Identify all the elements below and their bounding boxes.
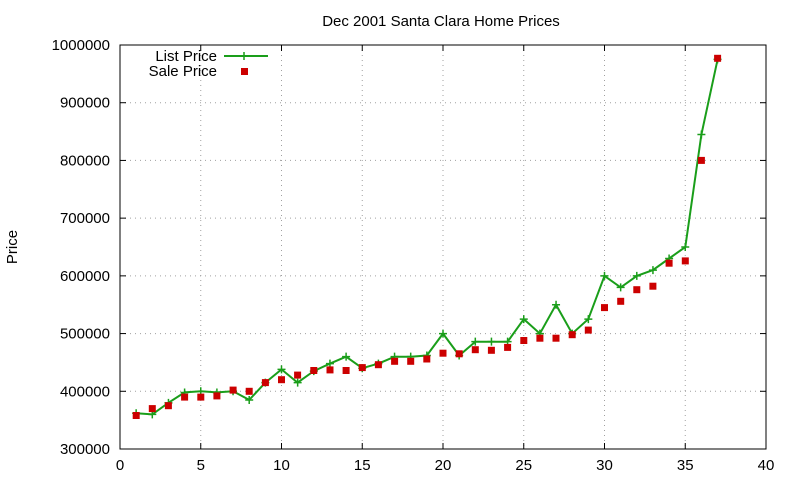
x-tick-label: 5 bbox=[197, 457, 205, 474]
y-tick-label: 900000 bbox=[60, 95, 110, 112]
list-price-point bbox=[519, 315, 528, 324]
list-price-point bbox=[600, 271, 609, 280]
sale-price-point bbox=[633, 286, 641, 294]
x-tick-label: 35 bbox=[677, 457, 694, 474]
sale-price-point bbox=[552, 334, 560, 342]
list-price-point bbox=[697, 130, 706, 139]
legend-label-sale-price: Sale Price bbox=[149, 63, 217, 80]
y-tick-label: 400000 bbox=[60, 383, 110, 400]
sale-price-point bbox=[407, 357, 415, 365]
y-axis-label: Price bbox=[4, 230, 21, 264]
x-tick-label: 25 bbox=[515, 457, 532, 474]
sale-price-point bbox=[681, 257, 689, 265]
y-tick-label: 500000 bbox=[60, 326, 110, 343]
sale-price-point bbox=[520, 337, 528, 344]
sale-price-point bbox=[148, 405, 156, 413]
y-tick-label: 700000 bbox=[60, 210, 110, 227]
sale-price-point bbox=[697, 156, 705, 164]
y-tick-label: 1000000 bbox=[52, 37, 110, 54]
list-price-point bbox=[439, 329, 447, 338]
list-price-point bbox=[584, 315, 593, 324]
sale-price-point bbox=[342, 367, 350, 374]
sale-price-point bbox=[245, 387, 253, 395]
sale-price-point bbox=[261, 379, 269, 387]
x-tick-label: 20 bbox=[435, 457, 452, 474]
sale-price-point bbox=[617, 297, 625, 305]
sale-price-point bbox=[278, 376, 285, 384]
sale-price-point bbox=[374, 361, 382, 369]
ticks-layer: 300000 400000 500000 600000 700000 800000 9000… bbox=[52, 37, 775, 474]
sale-price-point bbox=[714, 54, 722, 62]
list-price-point bbox=[681, 243, 690, 251]
sale-price-point bbox=[649, 282, 657, 290]
sale-price-point bbox=[568, 331, 576, 339]
sale-price-point bbox=[310, 367, 318, 374]
list-price-point bbox=[632, 271, 641, 280]
sale-price-point bbox=[584, 326, 592, 334]
list-price-point bbox=[648, 266, 657, 275]
sale-price-point bbox=[197, 393, 205, 401]
x-tick-label: 0 bbox=[116, 457, 124, 474]
y-tick-label: 800000 bbox=[60, 152, 110, 169]
sale-price-point bbox=[358, 364, 366, 372]
sale-price-point bbox=[487, 346, 495, 354]
list-price-point bbox=[616, 283, 625, 292]
sale-price-point bbox=[213, 392, 221, 400]
x-tick-label: 15 bbox=[354, 457, 371, 474]
sale-price-point bbox=[294, 371, 302, 379]
sale-price-point bbox=[504, 343, 512, 351]
list-price-point bbox=[487, 337, 496, 346]
legend: List Price Sale Price bbox=[149, 48, 268, 80]
series-layer bbox=[132, 54, 722, 419]
list-price-point bbox=[471, 337, 480, 346]
sale-price-point bbox=[536, 334, 544, 342]
sale-price-point bbox=[665, 259, 673, 267]
chart-title: Dec 2001 Santa Clara Home Prices bbox=[322, 13, 560, 30]
list-price-point bbox=[293, 378, 302, 387]
sale-price-point bbox=[601, 304, 608, 312]
x-tick-label: 30 bbox=[596, 457, 613, 474]
y-tick-label: 600000 bbox=[60, 268, 110, 285]
y-tick-label: 300000 bbox=[60, 441, 110, 458]
sale-price-point bbox=[164, 402, 172, 410]
sale-price-point bbox=[229, 386, 237, 394]
list-price-point bbox=[342, 352, 351, 361]
plot-frame bbox=[119, 44, 767, 450]
sale-price-point bbox=[391, 357, 399, 365]
sale-price-point bbox=[132, 412, 140, 419]
x-tick-label: 10 bbox=[273, 457, 290, 474]
list-price-point bbox=[325, 359, 334, 368]
sale-price-point bbox=[471, 346, 479, 354]
x-tick-label: 40 bbox=[758, 457, 775, 474]
list-price-point bbox=[552, 300, 561, 309]
legend-marker-list-price bbox=[240, 52, 248, 60]
sale-price-point bbox=[455, 350, 463, 358]
sale-price-point bbox=[326, 366, 334, 374]
grid-layer bbox=[120, 45, 766, 449]
list-price-point bbox=[245, 395, 254, 404]
sale-price-point bbox=[423, 355, 431, 363]
sale-price-point bbox=[439, 349, 447, 357]
legend-label-list-price: List Price bbox=[155, 48, 217, 65]
legend-marker-sale-price bbox=[241, 68, 248, 75]
list-price-point bbox=[277, 365, 286, 374]
sale-price-point bbox=[181, 393, 189, 401]
